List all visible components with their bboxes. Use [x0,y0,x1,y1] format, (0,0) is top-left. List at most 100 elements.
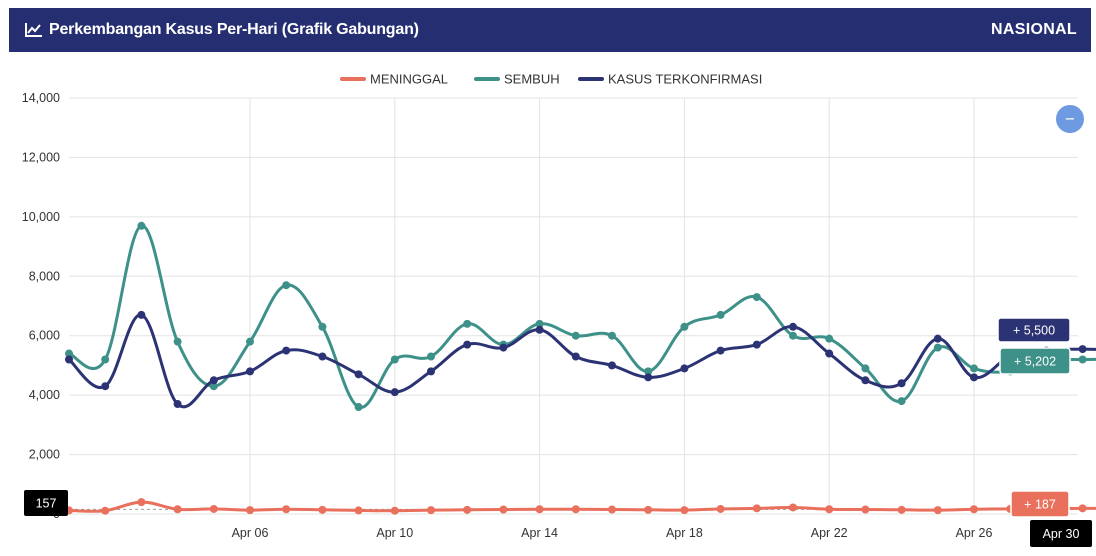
data-point-meninggal[interactable] [716,504,725,513]
data-point-sembuh[interactable] [318,322,327,331]
data-point-meninggal[interactable] [680,506,689,515]
data-point-sembuh[interactable] [209,382,218,391]
data-point-terkonfirmasi[interactable] [390,388,399,397]
data-point-meninggal[interactable] [789,503,797,512]
data-point-terkonfirmasi[interactable] [427,367,435,376]
data-point-terkonfirmasi[interactable] [463,340,472,349]
legend[interactable]: MENINGGAL SEMBUH KASUS TERKONFIRMASI [340,72,762,87]
data-point-meninggal[interactable] [970,505,978,514]
data-point-sembuh[interactable] [65,349,73,358]
data-point-terkonfirmasi[interactable] [571,352,580,361]
data-point-meninggal[interactable] [752,504,761,513]
scope-label: NASIONAL [991,21,1077,38]
legend-item-meninggal[interactable]: MENINGGAL [340,72,448,87]
data-point-meninggal[interactable] [354,506,363,515]
x-tick-label: Apr 14 [521,526,558,540]
x-tick-label: Apr 18 [666,526,703,540]
data-point-terkonfirmasi[interactable] [897,379,906,388]
series-points[interactable] [65,221,1096,515]
data-point-sembuh[interactable] [535,319,544,328]
data-point-sembuh[interactable] [861,364,870,373]
data-point-terkonfirmasi[interactable] [608,361,616,370]
data-point-terkonfirmasi[interactable] [101,382,110,391]
data-point-terkonfirmasi[interactable] [644,373,653,382]
data-point-terkonfirmasi[interactable] [970,373,978,382]
data-point-terkonfirmasi[interactable] [789,322,797,331]
data-point-terkonfirmasi[interactable] [65,355,73,364]
data-point-meninggal[interactable] [209,504,218,513]
legend-item-terkonfirmasi[interactable]: KASUS TERKONFIRMASI [578,72,762,87]
data-point-meninggal[interactable] [101,506,110,515]
data-point-sembuh[interactable] [752,293,761,302]
data-point-meninggal[interactable] [173,505,182,514]
data-point-terkonfirmasi[interactable] [1078,345,1087,354]
data-point-sembuh[interactable] [789,331,797,340]
data-point-sembuh[interactable] [608,331,616,340]
data-point-meninggal[interactable] [825,505,834,514]
data-point-terkonfirmasi[interactable] [282,346,291,355]
data-point-meninggal[interactable] [608,505,616,514]
tooltip-label: + 5,202 [1014,355,1056,369]
data-point-sembuh[interactable] [354,403,363,412]
legend-label: KASUS TERKONFIRMASI [608,72,762,87]
data-point-meninggal[interactable] [137,498,146,507]
data-point-meninggal[interactable] [933,506,942,515]
data-point-terkonfirmasi[interactable] [752,340,761,349]
data-point-terkonfirmasi[interactable] [499,343,508,352]
data-point-sembuh[interactable] [571,331,580,340]
x-tick-label: Apr 06 [232,526,269,540]
data-point-sembuh[interactable] [644,367,653,376]
data-point-sembuh[interactable] [1078,355,1087,364]
series-line-terkonfirmasi[interactable] [67,313,1096,409]
data-point-sembuh[interactable] [825,334,834,343]
series-line-meninggal[interactable] [68,500,1096,513]
y-tick-label: 14,000 [22,91,60,105]
series-line-sembuh[interactable] [68,224,1096,409]
data-point-meninggal[interactable] [463,505,472,514]
data-point-meninggal[interactable] [861,505,870,514]
data-point-sembuh[interactable] [101,355,110,364]
data-point-sembuh[interactable] [137,221,146,230]
data-point-terkonfirmasi[interactable] [209,376,218,385]
data-point-terkonfirmasi[interactable] [716,346,725,355]
data-point-terkonfirmasi[interactable] [535,325,544,334]
data-point-sembuh[interactable] [716,310,725,319]
data-point-terkonfirmasi[interactable] [318,352,327,361]
data-point-terkonfirmasi[interactable] [825,349,834,358]
data-point-meninggal[interactable] [246,506,254,515]
zoom-out-button[interactable]: − [1054,103,1086,135]
data-point-sembuh[interactable] [246,337,254,346]
data-point-terkonfirmasi[interactable] [933,334,942,343]
y-tick-label: 8,000 [29,269,60,283]
data-point-terkonfirmasi[interactable] [173,400,182,409]
data-point-sembuh[interactable] [390,355,399,364]
data-point-terkonfirmasi[interactable] [680,364,689,373]
data-point-sembuh[interactable] [897,397,906,406]
data-point-meninggal[interactable] [1078,504,1087,513]
data-point-terkonfirmasi[interactable] [354,370,363,379]
data-point-sembuh[interactable] [282,281,291,290]
data-point-meninggal[interactable] [390,506,399,515]
data-point-meninggal[interactable] [897,505,906,514]
data-point-sembuh[interactable] [427,352,435,361]
data-point-terkonfirmasi[interactable] [137,310,146,319]
data-point-sembuh[interactable] [933,343,942,352]
data-point-sembuh[interactable] [173,337,182,346]
data-point-meninggal[interactable] [282,505,291,514]
data-point-meninggal[interactable] [318,505,327,514]
data-point-sembuh[interactable] [463,319,472,328]
data-point-meninggal[interactable] [535,505,544,514]
data-point-terkonfirmasi[interactable] [861,376,870,385]
legend-item-sembuh[interactable]: SEMBUH [474,72,560,87]
data-point-meninggal[interactable] [427,506,435,515]
data-point-terkonfirmasi[interactable] [246,367,254,376]
data-point-meninggal[interactable] [644,505,653,514]
data-point-meninggal[interactable] [499,505,508,514]
y-tick-label: 2,000 [29,448,60,462]
zoom-out-label: − [1065,110,1075,129]
series-lines[interactable] [67,224,1096,513]
data-point-sembuh[interactable] [680,322,689,331]
data-point-meninggal[interactable] [571,505,580,514]
legend-label: SEMBUH [504,72,560,87]
data-point-sembuh[interactable] [970,364,978,373]
